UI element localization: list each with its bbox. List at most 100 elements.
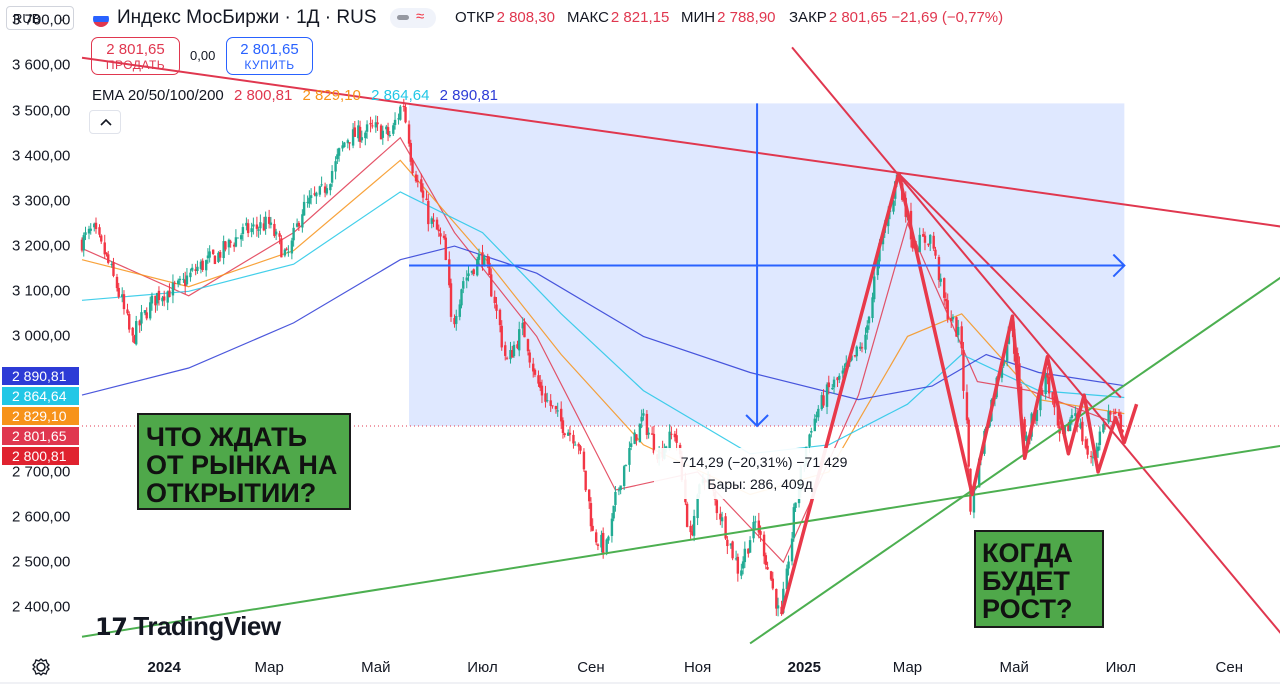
candle-body [831,388,834,390]
candle-body [283,249,287,256]
candle-body [1051,392,1054,400]
candle-body [392,125,395,134]
candle-body [376,122,379,125]
candle-body [222,241,225,259]
candle-body [785,568,789,590]
candle-body [764,555,768,565]
candle-body [668,431,671,449]
candle-body [539,381,542,388]
candle-body [404,107,407,123]
candle-body [357,125,360,139]
ema-label: EMA 20/50/100/200 [92,87,224,104]
candle-body [972,490,976,513]
candle-body [252,224,255,227]
candle-body [194,269,197,272]
candle-body [234,237,238,247]
candle-body [448,259,451,286]
settings-gear-icon[interactable] [31,657,51,677]
candle-body [605,539,608,553]
candle-body [965,392,969,421]
candle-body [734,558,738,560]
candle-body [407,124,411,144]
candle-body [145,312,148,319]
candle-body [246,223,250,234]
candle-body [731,541,734,559]
candle-body [435,219,439,230]
ema-line-1 [81,159,1125,496]
candle-body [189,272,192,278]
candle-body [1119,414,1123,431]
candle-body [691,531,694,536]
candle-body [239,235,243,240]
candle-body [236,237,239,239]
candle-body [439,233,442,237]
candle-body [325,188,329,194]
candle-body [509,350,512,360]
candle-body [638,423,642,443]
buy-button[interactable]: 2 801,65 КУПИТЬ [226,37,313,75]
candle-body [498,309,502,326]
candle-body [84,232,87,235]
candle-body [369,122,372,125]
candle-body [808,434,811,447]
candle-body [472,269,475,275]
x-tick-label: Сен [577,659,605,676]
sell-label: ПРОДАТЬ [105,58,166,72]
currency-select[interactable]: RUB ⌄ [6,6,74,30]
candle-body [853,355,857,357]
candle-body [259,222,262,229]
candle-body [442,235,446,238]
candle-body [771,578,775,589]
candle-body [860,347,864,349]
ema200-value: 2 890,81 [439,87,499,104]
candle-body [650,433,654,435]
sell-button[interactable]: 2 801,65 ПРОДАТЬ [91,37,180,75]
candle-body [600,534,603,548]
candle-body [675,435,678,443]
collapse-legend-button[interactable] [89,110,121,134]
candle-body [977,458,981,488]
x-tick-label: Июл [1105,659,1137,676]
candle-body [334,161,337,172]
ema-legend[interactable]: EMA 20/50/100/200 2 800,81 2 829,10 2 86… [92,87,504,104]
y-tick-label: 3 300,00 [12,192,71,210]
tradingview-logo[interactable]: 𝟭𝟳 TradingView [95,611,281,641]
candle-body [171,282,175,296]
candle-body [937,257,941,281]
candle-body [341,145,344,149]
candle-body [255,224,259,229]
candle-body [157,290,161,301]
candle-body [204,260,208,271]
candle-body [537,375,540,384]
russia-flag-icon [93,11,109,27]
candle-body [743,548,747,563]
candle-body [736,556,740,574]
candle-body [505,357,509,359]
candle-body [330,171,334,183]
candle-body [934,249,937,256]
candle-body [213,255,217,265]
candle-body [957,326,960,336]
candle-body [740,570,743,576]
y-tick-label: 3 400,00 [12,147,71,165]
symbol-title[interactable]: Индекс МосБиржи · 1Д · RUS [117,7,377,28]
candle-body [610,518,614,536]
candle-body [483,255,486,267]
ema-line-3 [81,245,1125,401]
x-tick-label: Май [361,659,391,676]
callout-line: ОТКРЫТИИ? [146,478,317,508]
ohlc-low: МИН 2 788,90 [681,9,776,26]
candle-body [528,352,531,363]
candle-body [128,314,131,330]
candle-body [832,379,836,388]
indicator-toggle[interactable]: ≈ [390,8,436,28]
candle-body [458,304,461,317]
candle-body [645,413,649,435]
candle-body [93,223,96,228]
candle-body [551,405,554,407]
candle-body [166,291,169,303]
candle-body [94,222,98,230]
candle-body [526,339,530,352]
candle-body [1081,421,1084,442]
